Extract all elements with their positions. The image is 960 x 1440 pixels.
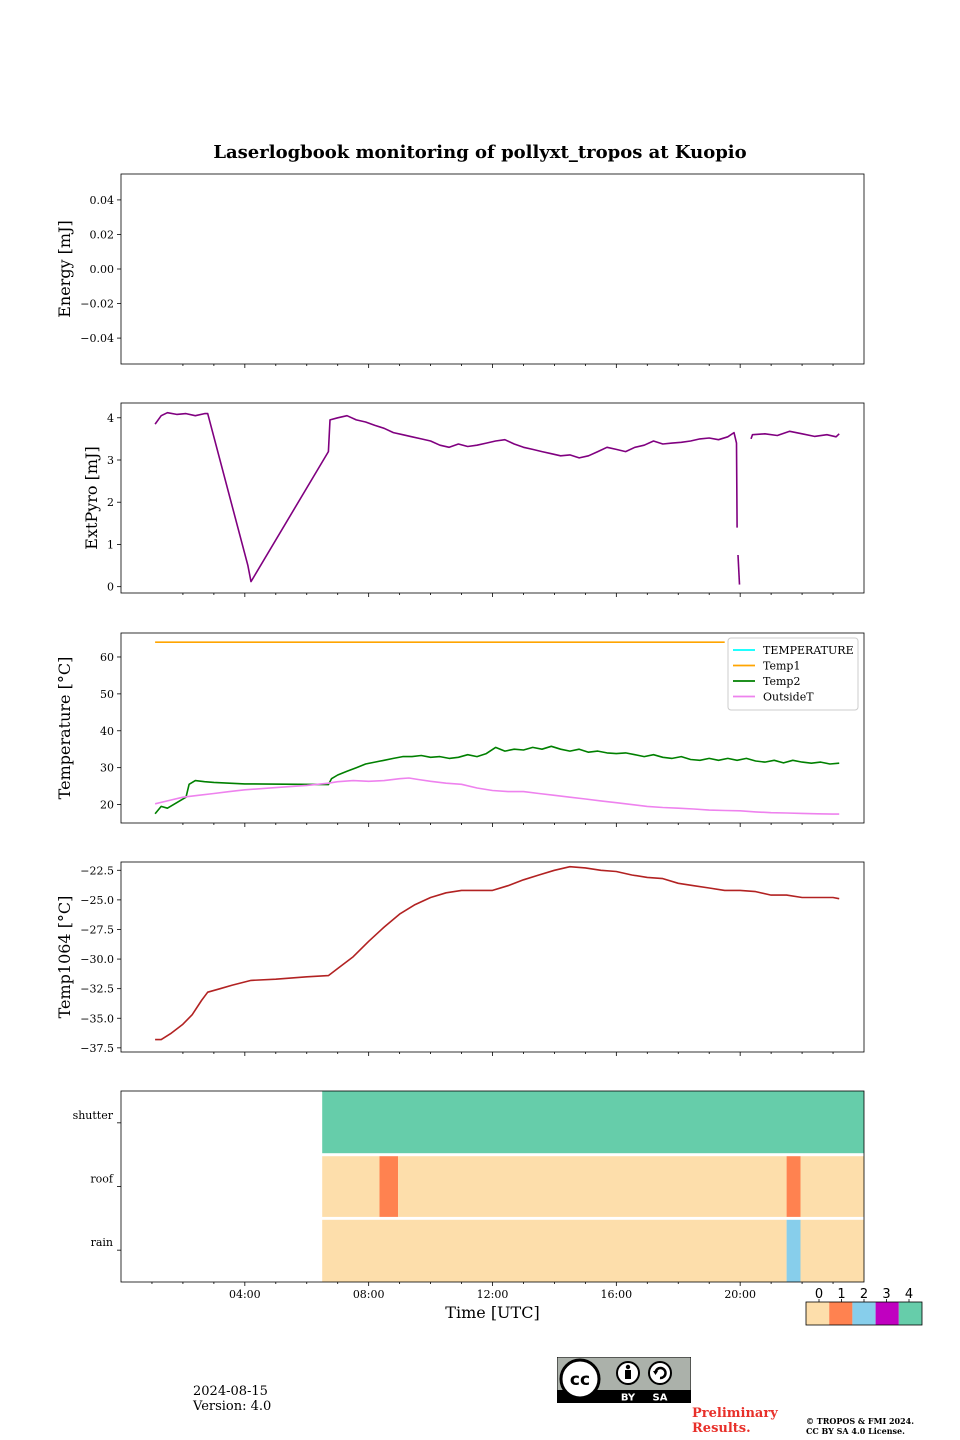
- series-line-extpyro-0-2: [750, 430, 840, 440]
- cc-license-badge: cc BY SA: [557, 1357, 691, 1403]
- y-tick-label-temperature-2: 40: [100, 725, 114, 738]
- x-tick-label-4: 20:00: [724, 1288, 756, 1301]
- y-tick-label-temperature-1: 30: [100, 762, 114, 775]
- cc-icon: [559, 1358, 601, 1400]
- legend: TEMPERATURE Temp1 Temp2 OutsideT: [727, 637, 859, 711]
- y-tick-label-extpyro-1: 1: [107, 538, 114, 551]
- series-line-extpyro-0-0: [154, 411, 738, 583]
- preliminary-results-label: Preliminary Results.: [692, 1406, 792, 1436]
- colorbar-swatch-4: [898, 1302, 922, 1325]
- series-line-temp1064-0-0: [155, 865, 840, 1041]
- legend-frame: [727, 637, 859, 711]
- y-tick-label-temp1064-5: −35.0: [80, 1012, 114, 1025]
- y-tick-label-temp1064-2: −27.5: [80, 923, 114, 936]
- series-line-extpyro-0-1: [737, 554, 741, 585]
- colorbar-swatch-3: [875, 1302, 899, 1325]
- colorbar-label-4: 4: [905, 1287, 913, 1302]
- x-tick-label-3: 16:00: [600, 1288, 632, 1301]
- y-axis-label-temp1064: Temp1064 [°C]: [55, 896, 74, 1019]
- flag-cell-rain-0: [322, 1219, 787, 1282]
- y-tick-label-temp1064-3: −30.0: [80, 953, 114, 966]
- y-tick-label-temp1064-0: −22.5: [80, 864, 114, 877]
- y-tick-label-energy-2: 0.00: [90, 263, 115, 276]
- y-tick-label-extpyro-2: 2: [107, 496, 114, 509]
- y-tick-label-temp1064-1: −25.0: [80, 894, 114, 907]
- axes-frame-energy: [120, 173, 865, 365]
- extpyro-panel: 0 1 2 3 4 ExtPyro [mJ]: [82, 402, 865, 597]
- legend-entry-Temp2: Temp2: [763, 675, 800, 688]
- flag-cell-roof-2: [398, 1156, 787, 1217]
- y-tick-label-energy-3: −0.02: [80, 298, 114, 311]
- chart-title: Laserlogbook monitoring of pollyxt_tropo…: [213, 142, 746, 163]
- preliminary-text: Preliminary Results.: [692, 1406, 778, 1436]
- date-text: 2024-08-15: [193, 1384, 268, 1399]
- temperature-panel: 20 30 40 50 60 Temperature [°C] TEMPERATURE Tem…: [55, 632, 865, 827]
- y-tick-label-energy-1: 0.02: [90, 228, 115, 241]
- legend-entry-Temp1: Temp1: [763, 660, 800, 673]
- flag-cell-roof-3: [786, 1156, 801, 1217]
- colorbar-label-1: 1: [837, 1287, 845, 1302]
- flag-cell-roof-0: [322, 1156, 380, 1217]
- y-tick-label-extpyro-0: 0: [107, 581, 114, 594]
- y-tick-label-energy-4: −0.04: [80, 332, 114, 345]
- colorbar-swatch-2: [852, 1302, 876, 1325]
- x-tick-label-1: 08:00: [353, 1288, 385, 1301]
- row-label-shutter: shutter: [73, 1109, 114, 1122]
- x-tick-label-2: 12:00: [477, 1288, 509, 1301]
- series-line-temperature-2-0: [154, 745, 840, 815]
- series-line-temperature-3-0: [154, 777, 840, 815]
- row-label-roof: roof: [90, 1173, 114, 1186]
- energy-panel: 0.04 0.02 0.00 −0.02 −0.04 Energy [mJ]: [55, 173, 865, 368]
- y-axis-label-extpyro: ExtPyro [mJ]: [82, 446, 101, 549]
- sa-share-icon: [648, 1361, 672, 1385]
- copyright-line-1: © TROPOS & FMI 2024.: [806, 1416, 915, 1426]
- axes-frame-extpyro: [120, 402, 865, 594]
- cc-text: cc: [570, 1370, 590, 1390]
- row-label-rain: rain: [91, 1236, 113, 1249]
- legend-entry-TEMPERATURE: TEMPERATURE: [763, 644, 854, 657]
- by-text: BY: [621, 1393, 636, 1404]
- colorbar-label-3: 3: [882, 1287, 890, 1302]
- version-text: Version: 4.0: [193, 1399, 272, 1414]
- y-tick-label-temp1064-4: −32.5: [80, 983, 114, 996]
- y-tick-label-temperature-4: 60: [100, 651, 114, 664]
- y-axis-label-energy: Energy [mJ]: [55, 220, 74, 318]
- flag-cell-roof-4: [800, 1156, 864, 1217]
- flags-panel: shutter roof rain 04:00 08:00 12:00 16:00 20:00…: [73, 1090, 865, 1322]
- sa-text: SA: [653, 1393, 668, 1404]
- y-tick-label-temperature-0: 20: [100, 799, 114, 812]
- flag-cell-roof-1: [379, 1156, 399, 1217]
- temp1064-panel: −22.5 −25.0 −27.5 −30.0 −32.5 −35.0 −37.5 Temp1…: [55, 861, 865, 1056]
- flag-cell-rain-2: [800, 1219, 864, 1282]
- date-version-block: 2024-08-15 Version: 4.0: [193, 1384, 271, 1414]
- colorbar-label-0: 0: [815, 1287, 823, 1302]
- colorbar-swatch-1: [829, 1302, 853, 1325]
- y-tick-label-extpyro-4: 4: [107, 412, 114, 425]
- colorbar-swatch-0: [806, 1302, 830, 1325]
- y-tick-label-extpyro-3: 3: [107, 454, 114, 467]
- colorbar-label-2: 2: [860, 1287, 868, 1302]
- y-tick-label-energy-0: 0.04: [90, 194, 115, 207]
- x-axis-label: Time [UTC]: [445, 1303, 539, 1322]
- flag-cell-rain-1: [786, 1219, 801, 1282]
- y-tick-label-temp1064-6: −37.5: [80, 1042, 114, 1055]
- x-tick-label-0: 04:00: [229, 1288, 261, 1301]
- y-tick-label-temperature-3: 50: [100, 688, 114, 701]
- copyright-line-2: CC BY SA 4.0 License.: [806, 1426, 905, 1436]
- y-axis-label-temperature: Temperature [°C]: [55, 657, 74, 800]
- legend-entry-OutsideT: OutsideT: [763, 691, 814, 704]
- copyright-block: © TROPOS & FMI 2024. CC BY SA 4.0 Licens…: [806, 1416, 914, 1436]
- flag-cell-shutter-0: [322, 1091, 864, 1154]
